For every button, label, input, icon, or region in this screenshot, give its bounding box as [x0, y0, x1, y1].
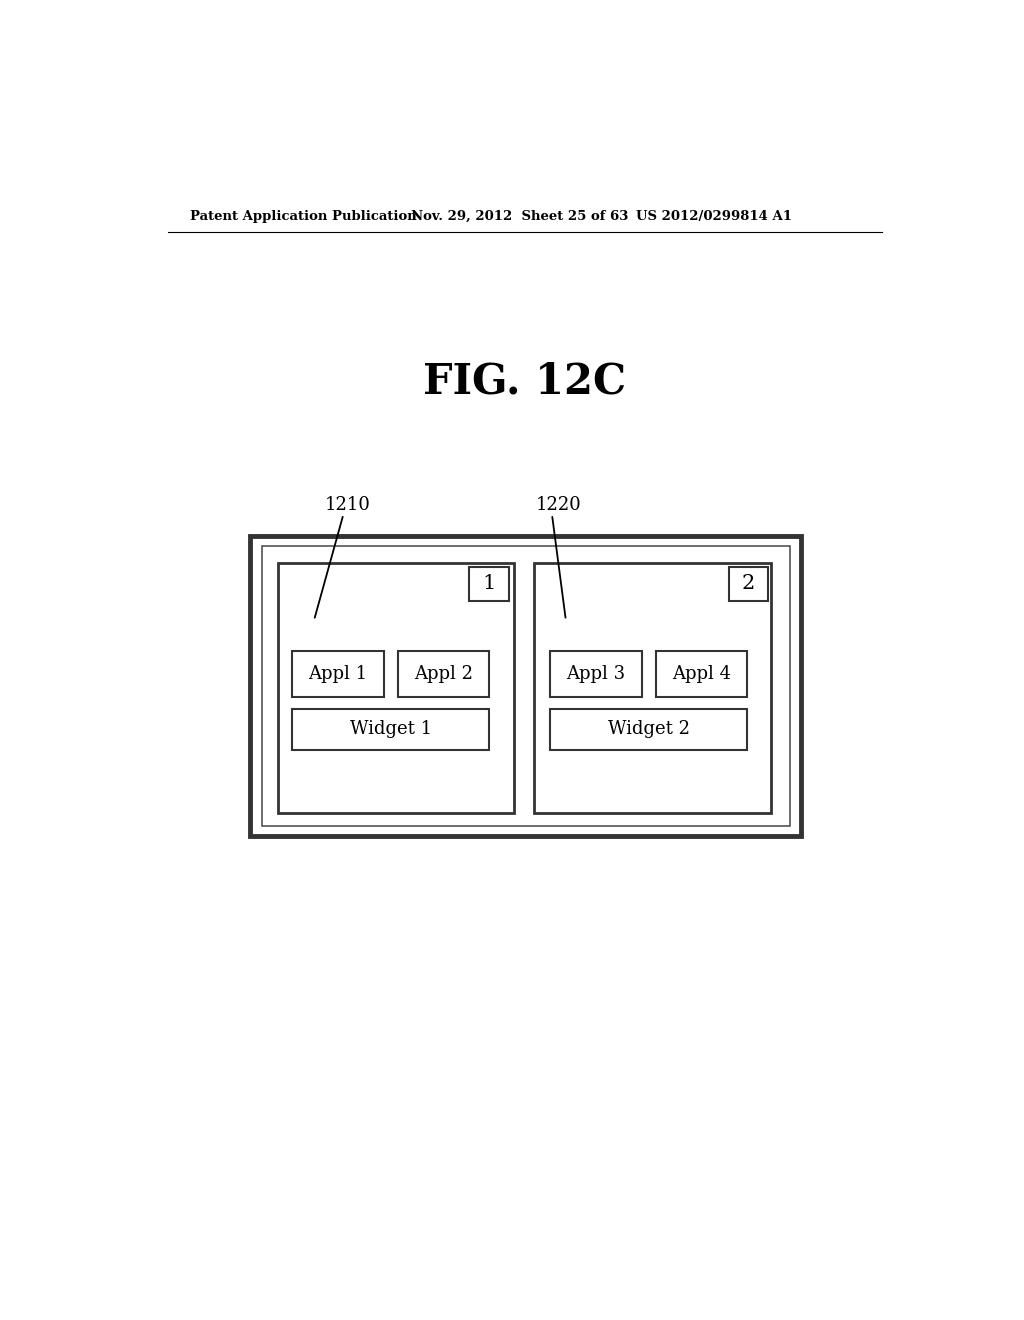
- Text: Appl 1: Appl 1: [308, 665, 368, 684]
- Bar: [729, 566, 768, 601]
- Text: US 2012/0299814 A1: US 2012/0299814 A1: [636, 210, 792, 223]
- Text: FIG. 12C: FIG. 12C: [423, 360, 627, 403]
- Text: 1220: 1220: [536, 496, 581, 513]
- Bar: [550, 651, 642, 697]
- Text: Widget 1: Widget 1: [349, 721, 432, 738]
- Text: 2: 2: [741, 574, 755, 593]
- Bar: [397, 651, 489, 697]
- Bar: [535, 562, 771, 813]
- Bar: [262, 545, 790, 826]
- Text: Appl 2: Appl 2: [414, 665, 473, 684]
- Bar: [655, 651, 748, 697]
- Text: Appl 3: Appl 3: [566, 665, 626, 684]
- Bar: [251, 536, 801, 836]
- Text: 1210: 1210: [325, 496, 371, 513]
- Text: 1: 1: [482, 574, 496, 593]
- Text: Patent Application Publication: Patent Application Publication: [190, 210, 417, 223]
- Text: Nov. 29, 2012  Sheet 25 of 63: Nov. 29, 2012 Sheet 25 of 63: [411, 210, 629, 223]
- Bar: [278, 562, 514, 813]
- Bar: [550, 709, 748, 750]
- Bar: [292, 709, 489, 750]
- Text: Widget 2: Widget 2: [608, 721, 690, 738]
- Bar: [292, 651, 384, 697]
- Bar: [469, 566, 509, 601]
- Text: Appl 4: Appl 4: [672, 665, 731, 684]
